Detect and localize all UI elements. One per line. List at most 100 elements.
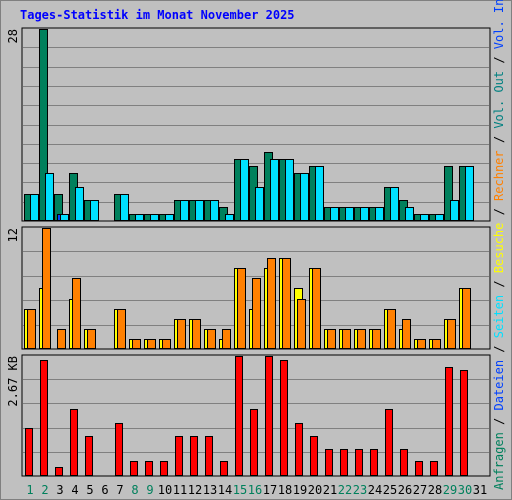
bar-rechner-day-29	[447, 319, 456, 349]
x-axis-day-label: 28	[428, 483, 442, 497]
panel-middle: 12	[6, 226, 491, 350]
x-axis-day-label: 8	[131, 483, 138, 497]
bar-volumen-day-26	[400, 449, 408, 476]
bar-rechner-day-2	[42, 228, 51, 349]
y-axis-max-label: 2.67 KB	[6, 356, 20, 407]
bar-rechner-day-13	[207, 329, 216, 349]
bar-rechner-day-9	[147, 339, 156, 349]
bar-rechner-day-24	[372, 329, 381, 349]
x-axis-day-label: 12	[188, 483, 202, 497]
bar-volumen-day-21	[325, 449, 333, 476]
bar-volumen-day-28	[430, 461, 438, 476]
legend-entry: Anfragen	[492, 432, 506, 490]
bar-seiten-day-3	[60, 214, 69, 221]
bar-rechner-day-8	[132, 339, 141, 349]
bar-volumen-day-12	[190, 436, 198, 476]
bar-volumen-day-9	[145, 461, 153, 476]
bar-rechner-day-30	[462, 288, 471, 349]
x-axis-day-label: 10	[158, 483, 172, 497]
legend-entry: /	[492, 273, 506, 295]
bar-seiten-day-16	[255, 187, 264, 221]
x-axis-day-label: 13	[203, 483, 217, 497]
bar-seiten-day-22	[345, 207, 354, 221]
bar-rechner-day-11	[177, 319, 186, 349]
bar-volumen-day-27	[415, 461, 423, 476]
x-axis-day-label: 22	[338, 483, 352, 497]
panel-bottom: 2.67 KB	[6, 354, 491, 477]
bar-rechner-day-21	[327, 329, 336, 349]
bar-seiten-day-25	[390, 187, 399, 221]
x-axis-day-label: 1	[26, 483, 33, 497]
bar-volumen-day-4	[70, 409, 78, 476]
bar-volumen-day-5	[85, 436, 93, 476]
bar-rechner-day-3	[57, 329, 66, 349]
x-axis-day-label: 15	[233, 483, 247, 497]
bar-seiten-day-10	[165, 214, 174, 221]
bar-rechner-day-28	[432, 339, 441, 349]
bar-rechner-day-12	[192, 319, 201, 349]
legend-entry: Seiten	[492, 295, 506, 338]
bar-volumen-day-20	[310, 436, 318, 476]
bar-rechner-day-23	[357, 329, 366, 349]
x-axis-day-label: 11	[173, 483, 187, 497]
bar-rechner-day-17	[267, 258, 276, 349]
chart-title: Tages-Statistik im Monat November 2025	[20, 8, 295, 22]
bar-rechner-day-7	[117, 309, 126, 349]
bar-seiten-day-5	[90, 200, 99, 221]
bar-rechner-day-26	[402, 319, 411, 349]
x-axis-day-label: 7	[116, 483, 123, 497]
legend-entry: /	[492, 338, 506, 360]
legend-entry: /	[492, 411, 506, 433]
bar-volumen-day-8	[130, 461, 138, 476]
y-axis-max-label: 28	[6, 29, 20, 43]
bar-volumen-day-23	[355, 449, 363, 476]
bar-volumen-day-30	[460, 370, 468, 476]
x-axis-day-label: 17	[263, 483, 277, 497]
x-axis-day-label: 20	[308, 483, 322, 497]
bar-volumen-day-17	[265, 356, 273, 476]
bar-volumen-day-22	[340, 449, 348, 476]
x-axis-day-label: 4	[71, 483, 78, 497]
x-axis-day-label: 21	[323, 483, 337, 497]
bar-seiten-day-23	[360, 207, 369, 221]
bar-volumen-day-1	[25, 428, 33, 476]
bar-seiten-day-26	[405, 207, 414, 221]
bar-volumen-day-2	[40, 360, 48, 476]
bar-seiten-day-29	[450, 200, 459, 221]
bar-volumen-day-10	[160, 461, 168, 476]
y-axis-max-label: 12	[6, 228, 20, 242]
x-axis-day-label: 24	[368, 483, 382, 497]
bar-rechner-day-19	[297, 299, 306, 349]
bar-volumen-day-13	[205, 436, 213, 476]
bar-rechner-day-20	[312, 268, 321, 349]
legend-entry: /	[492, 49, 506, 71]
x-axis-day-label: 9	[146, 483, 153, 497]
bar-seiten-day-9	[150, 214, 159, 221]
bar-seiten-day-18	[285, 159, 294, 221]
bar-seiten-day-20	[315, 166, 324, 221]
bar-volumen-day-15	[235, 356, 243, 476]
x-axis-day-label: 19	[293, 483, 307, 497]
bar-volumen-day-3	[55, 467, 63, 476]
x-axis-day-label: 14	[218, 483, 232, 497]
bar-volumen-day-19	[295, 423, 303, 476]
legend-entry: Besuche	[492, 223, 506, 274]
legend-entry: Vol. Out	[492, 71, 506, 129]
bar-rechner-day-4	[72, 278, 81, 349]
bar-seiten-day-4	[75, 187, 84, 221]
x-axis-day-label: 31	[473, 483, 487, 497]
bar-seiten-day-8	[135, 214, 144, 221]
bar-seiten-day-15	[240, 159, 249, 221]
bar-volumen-day-16	[250, 409, 258, 476]
legend-entry: Dateien	[492, 360, 506, 411]
bar-rechner-day-25	[387, 309, 396, 349]
bar-seiten-day-17	[270, 159, 279, 221]
bar-volumen-day-18	[280, 360, 288, 476]
bar-seiten-day-13	[210, 200, 219, 221]
bar-anfragen-day-29	[444, 166, 453, 221]
x-axis-day-label: 25	[383, 483, 397, 497]
bar-volumen-day-24	[370, 449, 378, 476]
x-axis-day-label: 27	[413, 483, 427, 497]
